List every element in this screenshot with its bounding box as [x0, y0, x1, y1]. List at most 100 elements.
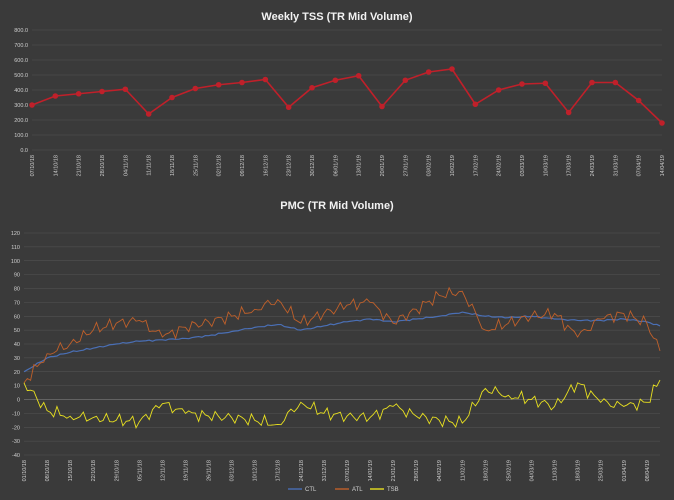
pmc-title: PMC (TR Mid Volume) — [280, 200, 394, 212]
pmc-y-tick-label: 120 — [11, 231, 20, 237]
pmc-x-tick-label: 17/12/18 — [276, 460, 282, 481]
pmc-x-tick-label: 18/02/19 — [483, 460, 489, 481]
pmc-x-tick-label: 19/11/18 — [183, 460, 189, 481]
tss-x-tick-label: 03/02/19 — [427, 155, 433, 176]
pmc-x-tick-label: 03/12/18 — [230, 460, 236, 481]
tss-data-point — [472, 101, 479, 108]
pmc-y-tick-label: 90 — [14, 273, 20, 279]
weekly-tss-title: Weekly TSS (TR Mid Volume) — [261, 11, 413, 23]
tss-data-point — [519, 81, 525, 87]
tss-x-tick-label: 03/03/19 — [520, 155, 526, 176]
pmc-y-tick-label: -40 — [12, 453, 20, 459]
tss-x-tick-label: 13/01/19 — [357, 155, 363, 176]
pmc-x-tick-label: 28/01/19 — [414, 460, 420, 481]
pmc-x-tick-label: 01/04/19 — [622, 460, 628, 481]
pmc-x-tick-label: 12/11/18 — [160, 460, 166, 481]
pmc-y-tick-label: -20 — [12, 425, 20, 431]
pmc-x-tick-label: 11/02/19 — [460, 460, 466, 481]
pmc-y-tick-label: 10 — [14, 384, 20, 390]
pmc-y-tick-label: 80 — [14, 287, 20, 293]
pmc-y-tick-label: -10 — [12, 411, 20, 417]
legend-label-tsb: TSB — [387, 487, 399, 493]
pmc-x-tick-label: 05/11/18 — [137, 460, 143, 481]
pmc-x-tick-label: 10/12/18 — [253, 460, 259, 481]
tss-x-tick-label: 09/12/18 — [240, 155, 246, 176]
tss-y-tick-label: 0.0 — [20, 148, 28, 154]
tss-y-tick-label: 700.0 — [14, 43, 28, 49]
weekly-tss-chart: 0.0 100.0 200.0 300.0 400.0 500.0 600.0 700.0 80… — [14, 28, 666, 176]
tss-data-point — [355, 72, 362, 79]
tss-series-line — [31, 68, 663, 124]
tss-data-point — [75, 90, 82, 97]
tss-y-tick-label: 300.0 — [14, 103, 28, 109]
pmc-x-tick-label: 04/03/19 — [529, 460, 535, 481]
tss-data-point — [169, 94, 175, 101]
tss-y-tick-label: 800.0 — [14, 28, 28, 34]
tss-data-point — [425, 69, 432, 75]
tss-data-point — [285, 104, 292, 111]
tss-data-point — [192, 85, 199, 92]
tss-x-tick-label: 30/12/18 — [310, 155, 316, 176]
tss-data-point — [589, 79, 595, 86]
tss-x-tick-label: 10/02/19 — [450, 155, 456, 176]
tss-y-tick-label: 600.0 — [14, 58, 28, 64]
tss-data-point — [565, 109, 572, 116]
pmc-series-line-atl — [23, 286, 661, 384]
tss-y-tick-label: 400.0 — [14, 88, 28, 94]
pmc-x-tick-label: 15/10/18 — [68, 460, 74, 481]
tss-x-tick-label: 10/03/19 — [543, 155, 549, 176]
tss-data-point — [332, 77, 339, 84]
tss-x-tick-label: 25/11/18 — [193, 155, 199, 176]
tss-data-point — [99, 88, 105, 95]
tss-data-point — [122, 86, 129, 93]
pmc-y-tick-label: 40 — [14, 342, 20, 348]
tss-data-point — [309, 84, 315, 91]
pmc-y-tick-label: 0 — [17, 398, 20, 404]
tss-x-tick-label: 24/02/19 — [497, 155, 503, 176]
tss-data-point — [379, 103, 385, 110]
pmc-y-tick-label: 110 — [11, 245, 20, 251]
tss-x-tick-label: 14/10/18 — [53, 155, 59, 176]
pmc-x-tick-label: 24/12/18 — [299, 460, 305, 481]
pmc-chart: -40 -30 -20 -10 0 10 20 30 40 50 60 70 80 90 100 110 120… — [11, 231, 661, 481]
pmc-legend: CTL ATL TSB — [288, 487, 399, 493]
tss-data-point — [215, 81, 222, 88]
tss-x-tick-label: 23/12/18 — [287, 155, 293, 176]
tss-data-point — [145, 111, 152, 117]
pmc-x-tick-label: 11/03/19 — [553, 460, 559, 481]
tss-data-point — [495, 87, 502, 93]
tss-x-tick-label: 24/03/19 — [590, 155, 596, 176]
pmc-x-tick-label: 22/10/18 — [91, 460, 97, 481]
pmc-y-tick-label: 70 — [14, 300, 20, 306]
pmc-x-tick-label: 31/12/18 — [322, 460, 328, 481]
legend-label-atl: ATL — [352, 487, 363, 493]
tss-x-tick-label: 27/01/19 — [403, 155, 409, 176]
pmc-y-tick-label: -30 — [12, 439, 20, 445]
tss-data-point — [659, 120, 665, 126]
pmc-x-tick-label: 01/10/18 — [22, 460, 28, 481]
legend-label-ctl: CTL — [305, 487, 317, 493]
pmc-series-line-tsb — [23, 379, 661, 429]
tss-data-point — [402, 77, 409, 84]
tss-x-tick-label: 31/03/19 — [613, 155, 619, 176]
tss-data-point — [262, 76, 269, 83]
pmc-x-tick-label: 25/03/19 — [599, 460, 605, 481]
pmc-y-tick-label: 50 — [14, 328, 20, 334]
pmc-x-tick-label: 08/10/18 — [45, 460, 51, 481]
tss-data-point — [449, 66, 455, 72]
tss-x-tick-label: 07/04/19 — [637, 155, 643, 176]
tss-data-point — [612, 79, 619, 86]
pmc-x-tick-label: 04/02/19 — [437, 460, 443, 481]
tss-data-point — [635, 97, 642, 104]
pmc-x-tick-label: 21/01/19 — [391, 460, 397, 481]
tss-x-tick-label: 17/03/19 — [567, 155, 573, 176]
tss-x-tick-label: 06/01/19 — [333, 155, 339, 176]
pmc-series-line-ctl — [23, 311, 661, 373]
tss-y-tick-label: 200.0 — [14, 118, 28, 124]
tss-x-tick-label: 17/02/19 — [473, 155, 479, 176]
pmc-x-tick-label: 29/10/18 — [114, 460, 120, 481]
tss-y-tick-label: 500.0 — [14, 73, 28, 79]
tss-data-point — [542, 80, 549, 87]
tss-x-tick-label: 16/12/18 — [263, 155, 269, 176]
